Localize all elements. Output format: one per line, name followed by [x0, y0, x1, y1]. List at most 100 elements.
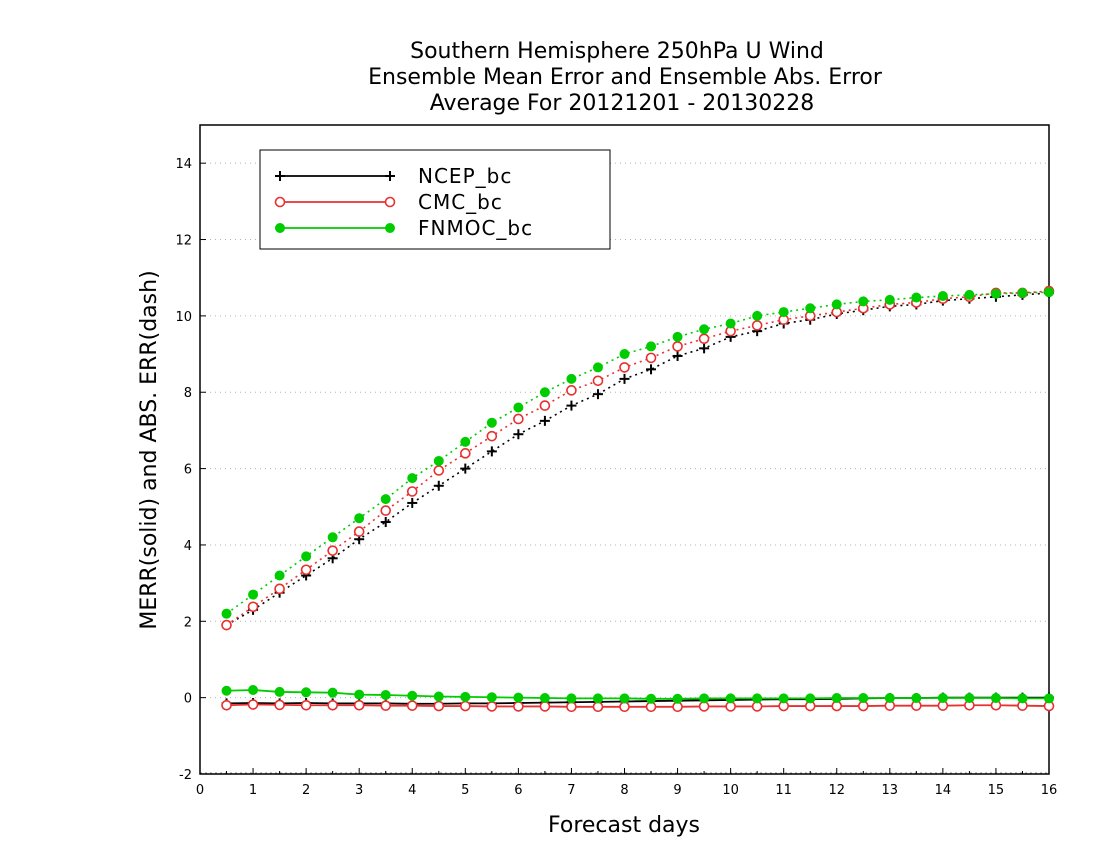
merr-point — [566, 701, 577, 713]
y-tick-label: 4 — [184, 539, 192, 554]
abs-err-point — [539, 415, 550, 426]
abs-err-point — [274, 583, 285, 595]
abs-err-point — [672, 341, 683, 352]
abs-err-point — [619, 362, 630, 373]
abs-err-line-NCEP_bc — [226, 292, 1050, 626]
y-tick-label: 10 — [175, 310, 192, 325]
abs-err-point — [566, 400, 577, 411]
abs-err-point — [248, 589, 259, 600]
merr-point — [592, 701, 604, 713]
merr-point — [672, 693, 683, 704]
merr-point — [407, 690, 418, 701]
series-NCEP_bc — [221, 287, 1054, 709]
abs-err-point — [805, 303, 816, 314]
merr-point — [699, 693, 710, 704]
abs-err-point — [433, 455, 444, 466]
abs-err-point — [990, 288, 1001, 299]
legend-marker — [275, 171, 285, 181]
merr-point — [937, 693, 948, 704]
abs-err-point — [513, 429, 524, 440]
abs-err-point — [725, 318, 736, 329]
legend-marker — [385, 171, 395, 181]
abs-err-point — [646, 364, 657, 375]
merr-point — [539, 701, 551, 712]
x-tick-label: 2 — [302, 783, 310, 798]
abs-err-point — [406, 486, 418, 497]
x-tick-label: 7 — [567, 783, 575, 798]
merr-point — [911, 693, 922, 704]
abs-err-point — [964, 289, 975, 300]
merr-point — [805, 693, 816, 704]
abs-err-point — [460, 436, 471, 447]
merr-point — [486, 692, 497, 703]
abs-err-point — [407, 473, 418, 484]
y-tick-label: 2 — [184, 615, 192, 630]
y-tick-label: 6 — [184, 463, 192, 478]
x-tick-label: 8 — [620, 783, 628, 798]
merr-point — [406, 700, 418, 711]
merr-point — [301, 687, 312, 698]
abs-err-point — [460, 463, 471, 474]
merr-point — [221, 699, 232, 711]
abs-err-point — [460, 448, 471, 459]
chart-title: Southern Hemisphere 250hPa U Wind Ensemb… — [368, 39, 883, 116]
abs-err-point — [698, 333, 710, 345]
legend-item-FNMOC_bc: FNMOC_bc — [275, 216, 533, 240]
abs-err-point — [407, 497, 418, 508]
abs-err-point — [911, 292, 922, 303]
y-tick-label: 0 — [184, 692, 192, 707]
merr-point — [353, 699, 365, 711]
abs-err-point — [752, 310, 763, 321]
title-line-2: Ensemble Mean Error and Ensemble Abs. Er… — [368, 65, 883, 90]
abs-err-point — [513, 413, 524, 425]
x-tick-label: 11 — [775, 783, 792, 798]
merr-point — [327, 687, 338, 698]
x-tick-label: 6 — [514, 783, 522, 798]
legend-item-CMC_bc: CMC_bc — [274, 190, 503, 214]
merr-point — [460, 700, 471, 712]
legend-label: FNMOC_bc — [418, 216, 533, 240]
abs-err-point — [831, 299, 842, 310]
abs-err-point — [301, 551, 312, 562]
abs-err-point — [699, 343, 710, 354]
abs-err-point — [937, 291, 948, 302]
merr-point — [539, 693, 550, 704]
merr-point — [300, 699, 312, 711]
abs-err-point — [751, 320, 763, 331]
abs-err-point — [672, 331, 683, 342]
y-tick-label: 14 — [175, 157, 192, 172]
merr-point — [433, 691, 444, 702]
merr-point — [725, 693, 736, 704]
series-CMC_bc — [221, 285, 1055, 713]
abs-err-point — [486, 430, 498, 442]
abs-err-point — [380, 517, 391, 528]
abs-err-point — [566, 385, 577, 396]
abs-err-point — [327, 532, 338, 543]
abs-err-point — [300, 564, 312, 576]
abs-err-point — [221, 608, 232, 619]
abs-err-point — [433, 465, 445, 476]
y-tick-label: 8 — [184, 386, 192, 401]
grid-lines — [200, 162, 1049, 774]
merr-point — [486, 701, 498, 712]
legend-item-NCEP_bc: NCEP_bc — [275, 164, 511, 188]
abs-err-point — [1044, 287, 1054, 298]
legend-marker — [274, 196, 286, 208]
x-tick-label: 3 — [355, 783, 363, 798]
legend-marker — [385, 223, 395, 233]
merr-point — [248, 685, 259, 696]
abs-err-point — [539, 387, 550, 398]
legend-marker — [275, 223, 285, 233]
x-tick-label: 5 — [461, 783, 469, 798]
abs-err-point — [486, 446, 497, 457]
x-tick-label: 9 — [673, 783, 681, 798]
merr-point — [646, 693, 657, 704]
abs-err-point — [884, 294, 895, 305]
abs-err-point — [778, 307, 789, 318]
abs-err-point — [354, 513, 365, 524]
merr-point — [460, 691, 471, 702]
abs-err-point — [672, 350, 683, 361]
legend-label: CMC_bc — [418, 190, 503, 214]
